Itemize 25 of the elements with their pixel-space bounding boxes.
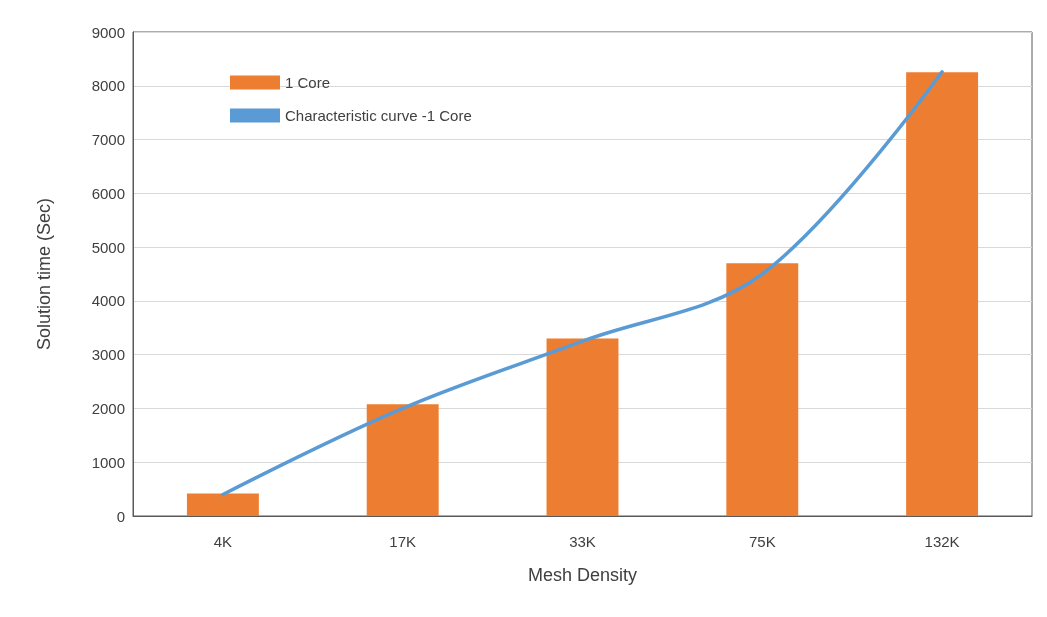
x-tick-label: 33K — [569, 533, 596, 550]
y-tick-label: 6000 — [91, 184, 125, 202]
y-tick-label: 7000 — [91, 131, 125, 149]
bar — [726, 263, 799, 516]
y-tick-label: 8000 — [91, 77, 125, 95]
y-tick-label: 1000 — [91, 453, 125, 471]
x-tick-label: 17K — [389, 533, 417, 550]
y-tick-label: 2000 — [91, 399, 125, 417]
x-tick-label: 132K — [924, 533, 960, 550]
y-tick-label: 5000 — [91, 238, 125, 256]
line-series — [221, 70, 944, 497]
bar — [366, 404, 439, 516]
bar — [186, 493, 259, 516]
y-tick-label: 4000 — [91, 292, 125, 310]
y-tick-label: 3000 — [91, 346, 125, 364]
x-tick-label: 4K — [213, 533, 233, 550]
x-axis-title: Mesh Density — [527, 565, 638, 585]
y-tick-label: 9000 — [91, 23, 125, 41]
legend-label: Characteristic curve -1 Core — [285, 107, 472, 124]
bar — [906, 72, 979, 516]
bar — [546, 338, 619, 516]
legend-label: 1 Core — [285, 74, 331, 91]
y-axis-title: Solution time (Sec) — [34, 197, 54, 351]
x-tick-label: 75K — [748, 533, 776, 550]
y-tick-label: 0 — [116, 507, 125, 525]
